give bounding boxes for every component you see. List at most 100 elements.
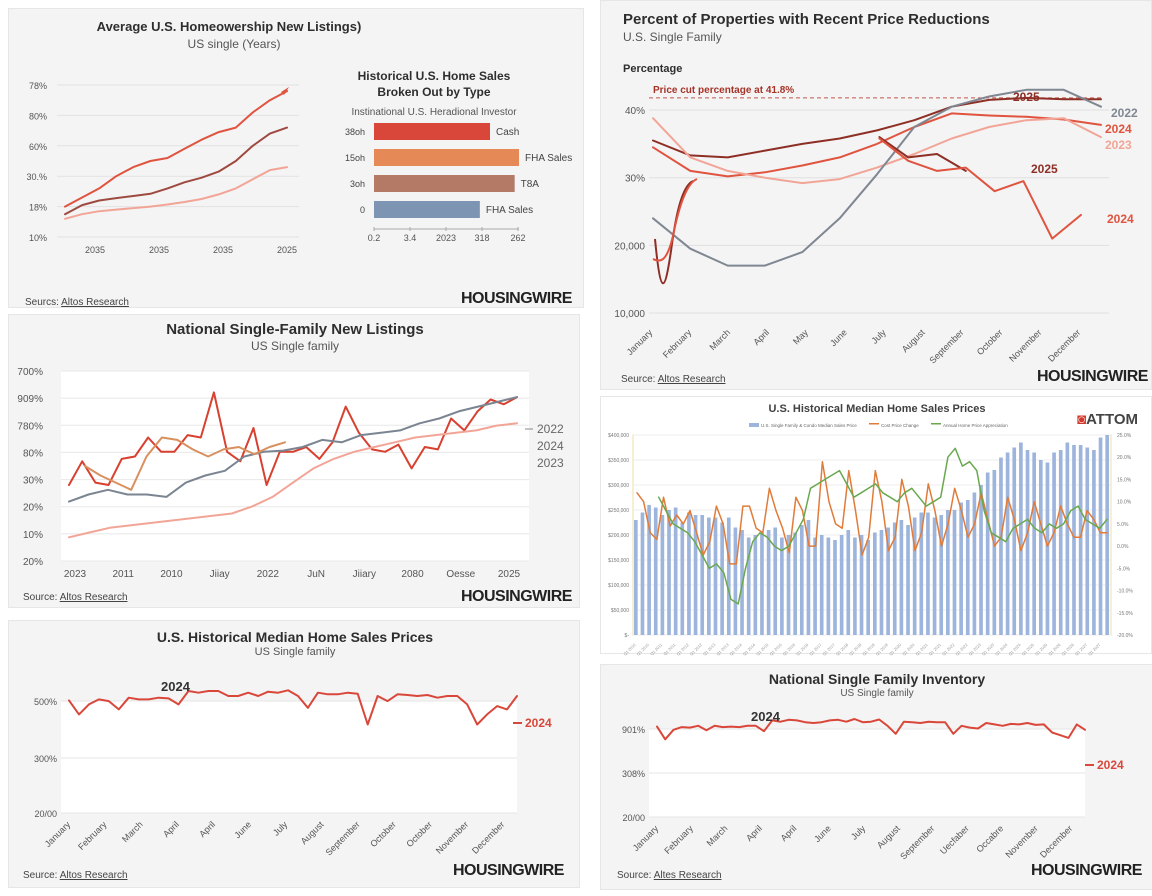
source-prefix: Source: (617, 870, 652, 881)
x-tick-label: July (869, 327, 888, 346)
x-tick-label: Q1 2018 (835, 642, 850, 657)
x-tick-label: Oesse (446, 569, 475, 580)
bar (653, 507, 658, 635)
x-tick-label: Q1 2021 (928, 642, 943, 657)
x-tick-label: July (271, 819, 290, 838)
series-line-2022 (68, 396, 518, 503)
source-credit: Seurce: Altos Research (621, 374, 726, 385)
x-tick-label: 2025 (498, 569, 521, 580)
bar (753, 535, 758, 635)
series-line-annual-home-price-appreciation (657, 447, 1108, 605)
y-tick-label-right: -5.0% (1117, 566, 1131, 572)
bar (992, 470, 997, 635)
bar (634, 520, 638, 635)
legend-label: U.S. Single Family & Condo Median Sales … (761, 423, 857, 428)
bar (846, 530, 851, 635)
bar-category-label: 0 (360, 205, 365, 215)
x-tick-label: April (779, 823, 799, 843)
y-tick-label-left: $350,000 (608, 458, 629, 464)
x-tick-label: Q1 2013 (702, 642, 717, 657)
panel-attom: U.S. Historical Median Home Sales Prices… (600, 396, 1152, 657)
bar (886, 527, 890, 635)
series-line-2023b (84, 436, 286, 491)
bar (859, 535, 864, 635)
bar (819, 535, 824, 635)
bar (687, 512, 691, 635)
bar (1085, 447, 1090, 635)
x-tick-label: Q1 2021 (914, 642, 929, 657)
bar (1045, 462, 1050, 635)
y-tick-label: 909% (17, 394, 43, 405)
source-link[interactable]: Altos Research (657, 374, 726, 385)
bar (926, 512, 930, 635)
bar (667, 510, 671, 635)
bar (760, 532, 764, 635)
series-end-label: 2024 (525, 716, 552, 730)
x-tick-label: December (1038, 823, 1074, 859)
x-tick-label: 2011 (112, 569, 134, 580)
source-link[interactable]: Altos Research (59, 592, 128, 603)
bar (906, 525, 910, 635)
year-annotation: 2024 (161, 679, 191, 694)
bar (999, 457, 1003, 635)
source-link[interactable]: Altos Research (61, 297, 129, 308)
attom-logo: ◙ATTOM (1077, 411, 1138, 428)
x-tick-label: January (631, 823, 661, 853)
x-tick-label: June (812, 823, 833, 844)
chart-subtitle: US Single family (840, 688, 914, 699)
x-tick-label: Q1 2017 (821, 642, 836, 657)
x-tick-label: 2010 (160, 569, 183, 580)
x-tick-label: Q1 2018 (848, 642, 863, 657)
x-tick-label: April (161, 819, 181, 839)
chart-subtitle: U.S. Single Family (623, 30, 722, 44)
x-tick-label: 2035 (213, 245, 233, 255)
y-tick-label: 10% (23, 530, 43, 541)
x-tick-label: Q1 2010 (622, 642, 637, 657)
x-tick-label: Jiiay (210, 569, 230, 580)
y-tick-label-right: 5.0% (1117, 522, 1129, 528)
source-prefix: Seurce: (23, 870, 58, 881)
x-tick-label: Q1 2020 (901, 642, 916, 657)
x-tick-label: August (299, 819, 326, 846)
bar (773, 527, 778, 635)
attom-logo-icon: ◙ (1077, 411, 1087, 428)
y-tick-label: 780% (17, 421, 43, 432)
bar (839, 535, 844, 635)
x-tick-label: Q1 2025 (1034, 642, 1049, 657)
bar-value-label: FHA Sales (486, 205, 533, 216)
series-line-top (64, 90, 288, 208)
x-tick-label: February (76, 819, 109, 852)
series-line-2022 (652, 88, 1102, 267)
y-tick-label: 300% (34, 754, 57, 764)
source-link[interactable]: Altes Research (653, 870, 722, 881)
y-tick-label-left: $50,000 (611, 608, 629, 614)
x-tick-label: Q1 2022 (941, 642, 956, 657)
series-line-2024-dip (878, 137, 1082, 240)
x-tick-label: Q1 2023 (968, 642, 983, 657)
x-tick-label: December (470, 819, 506, 855)
x-tick-label: Q1 2027 (1087, 642, 1102, 657)
legend-label: 2024 (537, 439, 564, 453)
attom-logo-text: ATTOM (1086, 411, 1138, 428)
bar (946, 510, 950, 635)
chart-title: U.S. Historical Median Home Sales Prices (156, 629, 434, 645)
source-link[interactable]: Altos Research (59, 870, 128, 881)
y-tick-label: 30% (23, 476, 43, 487)
x-tick-label: November (1003, 823, 1039, 859)
bar (972, 492, 977, 635)
source-credit: Source: Altos Research (23, 592, 128, 603)
series-line-2024 (68, 391, 518, 486)
x-tick-label: Q1 2017 (808, 642, 823, 657)
x-tick-label: 2080 (401, 569, 424, 580)
bar (1092, 450, 1096, 635)
series-end-label: 2024 (1107, 212, 1134, 226)
bar (746, 537, 751, 635)
x-tick-label: 2022 (257, 569, 280, 580)
y-tick-label: 308% (622, 769, 645, 779)
y-tick-label: 10% (29, 233, 47, 243)
x-tick-label: Uecfaber (938, 823, 971, 856)
x-tick-label: Q1 2014 (729, 642, 744, 657)
source-credit: Seurce: Altos Research (23, 870, 128, 881)
bar (793, 532, 797, 635)
x-tick-label: March (707, 327, 732, 352)
